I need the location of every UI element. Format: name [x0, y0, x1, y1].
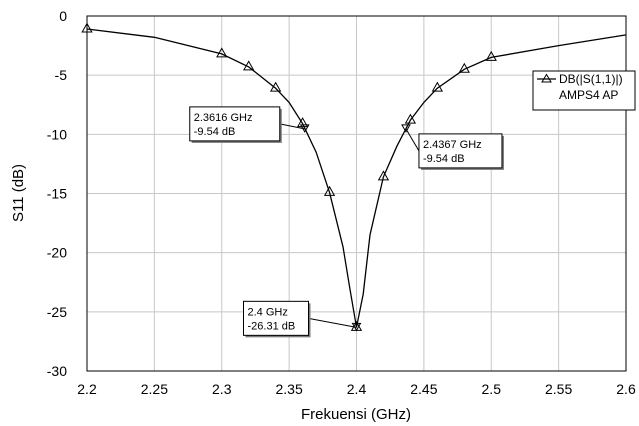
x-tick-labels: 2.2 2.25 2.3 2.35 2.4 2.45 2.5 2.55 2.6 [77, 381, 636, 397]
annotation-box [243, 300, 309, 336]
data-point-marker [431, 81, 444, 92]
annotation-point [401, 124, 411, 133]
annotation-value: -9.54 dB [194, 126, 236, 138]
y-tick-label: -25 [47, 304, 67, 320]
annotation-layer: 2.3616 GHz -9.54 dB 2.4367 GHz -9.54 dB 2.4 … [189, 106, 504, 338]
legend: DB(|S(1,1)|) AMPS4 AP [532, 70, 636, 111]
data-point-marker [243, 60, 255, 71]
y-tick-labels: 0 -5 -10 -15 -20 -25 -30 [47, 8, 67, 379]
marker-annotation: 2.3616 GHz -9.54 dB [189, 106, 310, 143]
x-axis-label: Frekuensi (GHz) [301, 406, 411, 423]
plot-area-border [86, 15, 627, 372]
annotation-point [299, 124, 310, 133]
annotation-leader [405, 128, 420, 152]
annotation-frequency: 2.4367 GHz [423, 139, 482, 151]
x-tick-label: 2.4 [347, 381, 367, 397]
x-tick-label: 2.3 [212, 381, 232, 397]
annotation-box [418, 133, 503, 169]
annotation-value: -9.54 dB [423, 153, 465, 165]
x-tick-label: 2.2 [77, 381, 97, 397]
marker-annotation: 2.4367 GHz -9.54 dB [401, 124, 504, 170]
y-tick-label: 0 [59, 8, 67, 24]
data-point-marker [377, 170, 390, 181]
y-axis-label: S11 (dB) [10, 164, 27, 222]
legend-series-name: DB(|S(1,1)|) [559, 72, 623, 86]
y-tick-label: -5 [55, 67, 68, 83]
annotation-point [351, 322, 362, 332]
x-tick-label: 2.25 [141, 381, 168, 397]
x-tick-label: 2.45 [410, 381, 437, 397]
annotation-box [189, 106, 281, 142]
marker-annotation: 2.4 GHz -26.31 dB [243, 300, 362, 338]
annotation-leader [308, 317, 357, 328]
annotation-value: -26.31 dB [248, 320, 296, 332]
y-tick-label: -10 [47, 126, 67, 142]
annotation-frequency: 2.3616 GHz [194, 112, 253, 124]
x-tick-label: 2.5 [482, 381, 502, 397]
grid-lines [86, 15, 627, 372]
legend-series-source: AMPS4 AP [559, 88, 618, 102]
data-point-marker [269, 81, 282, 92]
legend-triangle-icon [541, 73, 552, 83]
data-point-marker [216, 47, 228, 58]
legend-box [532, 70, 636, 111]
y-tick-label: -15 [47, 186, 67, 202]
x-tick-label: 2.55 [545, 381, 572, 397]
y-tick-label: -20 [47, 245, 67, 261]
data-point-marker [458, 62, 470, 73]
data-point-marker [81, 22, 93, 33]
y-tick-label: -30 [47, 363, 67, 379]
data-point-marker [485, 50, 497, 61]
data-point-marker [323, 185, 336, 196]
annotation-frequency: 2.4 GHz [248, 306, 288, 318]
x-tick-label: 2.6 [616, 381, 636, 397]
data-point-marker [404, 113, 417, 124]
data-point-marker [296, 117, 309, 128]
annotation-leader [279, 123, 305, 130]
x-tick-label: 2.35 [276, 381, 303, 397]
